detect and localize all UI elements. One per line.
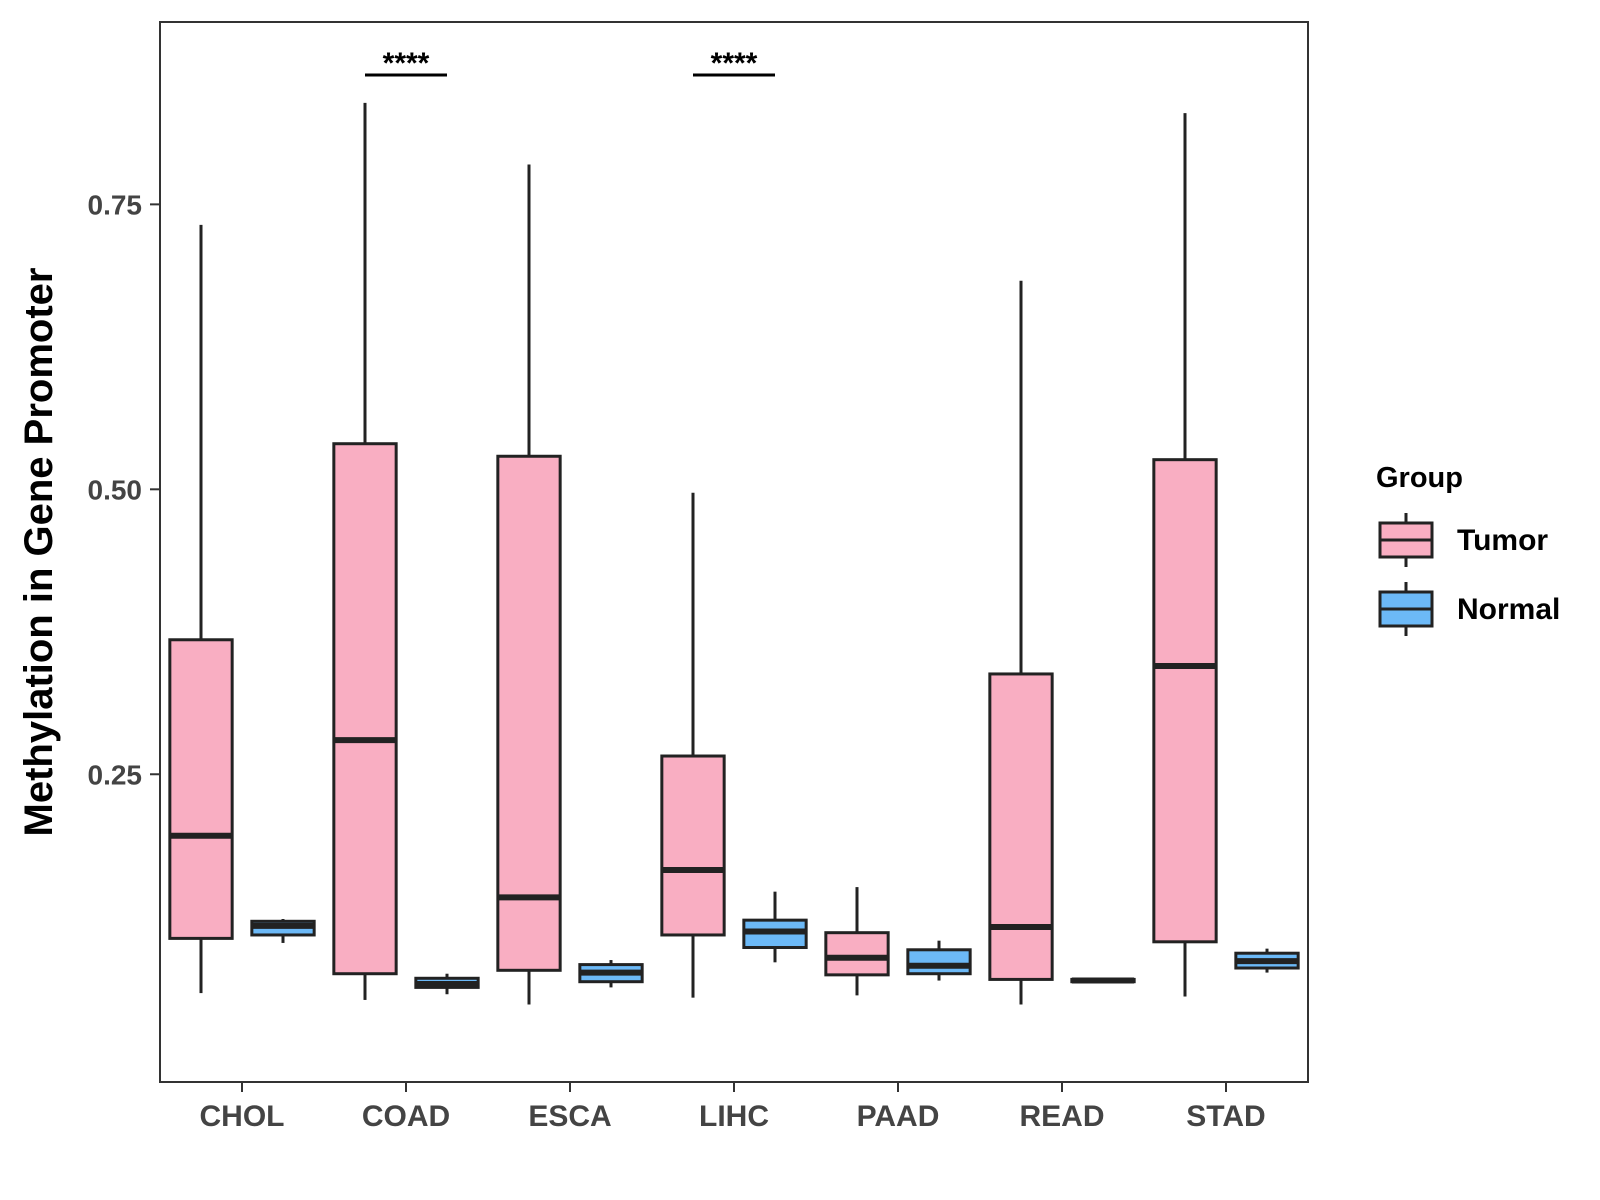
box-tumor-lihc: [660, 492, 726, 998]
box-tumor-chol: [168, 224, 234, 994]
box-tumor-stad: [1152, 113, 1218, 997]
x-tick-label: COAD: [362, 1100, 450, 1133]
x-tick-label: STAD: [1186, 1100, 1265, 1133]
x-axis: CHOL COAD ESCA LIHC PAAD READ STAD: [200, 1082, 1266, 1133]
box-normal-chol: [250, 919, 316, 943]
box-tumor-coad: [332, 102, 398, 1000]
box-normal-lihc: [742, 891, 808, 963]
box-body: [906, 948, 972, 976]
box-tumor-read: [988, 280, 1054, 1005]
legend-title: Group: [1376, 462, 1463, 494]
x-tick-label: ESCA: [528, 1100, 611, 1133]
box-body: [332, 442, 398, 976]
legend-key-normal: [1378, 582, 1434, 636]
x-tick-label: LIHC: [699, 1100, 769, 1133]
significance-label: ****: [383, 47, 430, 80]
y-tick-label: 0.75: [88, 189, 143, 220]
y-tick-label: 0.25: [88, 759, 143, 790]
significance-annotations: **** ****: [365, 47, 775, 80]
box-body: [496, 454, 562, 972]
box-body: [660, 754, 726, 937]
box-normal-esca: [578, 960, 644, 988]
y-axis: 0.25 0.50 0.75: [88, 189, 160, 790]
y-axis-title: Methylation in Gene Promoter: [17, 268, 61, 837]
legend: Group Tumor Normal: [1376, 462, 1560, 636]
legend-label-tumor: Tumor: [1457, 524, 1548, 557]
legend-key-tumor: [1378, 513, 1434, 567]
x-tick-label: PAAD: [857, 1100, 940, 1133]
legend-label-normal: Normal: [1457, 593, 1560, 626]
box-body: [988, 672, 1054, 981]
y-tick-label: 0.50: [88, 474, 143, 505]
box-body: [168, 638, 234, 940]
box-normal-coad: [414, 973, 480, 995]
box-body: [824, 931, 890, 977]
box-normal-read: [1070, 977, 1136, 984]
box-body: [1152, 458, 1218, 944]
box-layer: [168, 102, 1300, 1005]
box-tumor-esca: [496, 164, 562, 1005]
significance-label: ****: [711, 47, 758, 80]
box-normal-stad: [1234, 948, 1300, 973]
box-tumor-paad: [824, 887, 890, 996]
plot-panel: [159, 21, 1309, 1083]
x-tick-label: READ: [1019, 1100, 1104, 1133]
box-normal-paad: [906, 940, 972, 981]
x-tick-label: CHOL: [200, 1100, 285, 1133]
